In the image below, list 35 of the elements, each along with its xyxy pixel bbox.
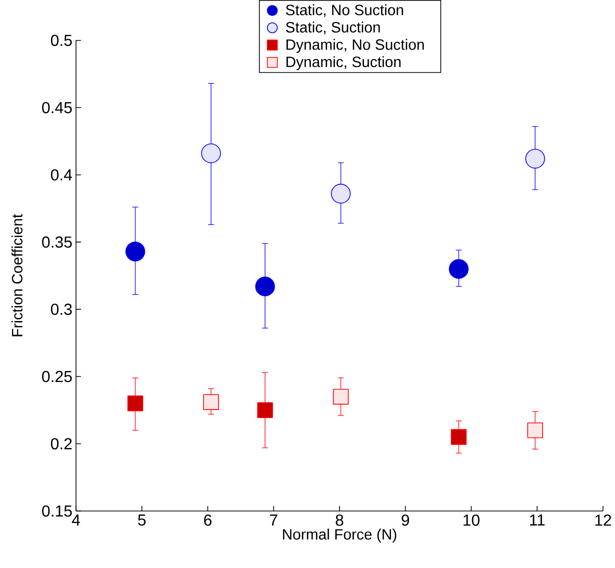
point — [201, 143, 221, 164]
y-tick-label: 0.3 — [50, 304, 72, 315]
point — [450, 429, 467, 445]
x-tick-label: 10 — [464, 514, 480, 526]
y-tick-label: 0.15 — [42, 505, 72, 517]
legend-label: Dynamic, No Suction — [286, 38, 424, 53]
x-tick-label: 6 — [204, 514, 212, 526]
y-tick-label: 0.45 — [42, 102, 72, 114]
x-tick-label: 9 — [402, 514, 410, 526]
point — [332, 388, 349, 405]
point — [527, 422, 544, 438]
point — [127, 396, 144, 412]
y-tick-label: 0.2 — [50, 438, 72, 450]
y-tick-label: 0.5 — [50, 34, 72, 46]
x-tick-label: 8 — [336, 514, 344, 526]
x-tick-label: 5 — [138, 514, 146, 526]
y-tick-label: 0.25 — [42, 370, 72, 382]
legend-label: Static, Suction — [286, 22, 380, 34]
legend-label: Static, No Suction — [286, 4, 404, 18]
point — [257, 402, 273, 418]
x-tick-label: 11 — [530, 514, 545, 526]
x-tick-label: 7 — [270, 514, 278, 526]
point — [125, 242, 146, 262]
point — [525, 148, 546, 169]
point — [330, 184, 351, 204]
point — [203, 394, 219, 410]
x-tick-label: 12 — [595, 514, 612, 526]
y-axis-title: Friction Coefficient — [12, 214, 22, 336]
legend-label: Dynamic, Suction — [286, 56, 401, 70]
point — [255, 276, 275, 296]
x-axis-title: Normal Force (N) — [283, 528, 396, 543]
x-tick-label: 4 — [72, 514, 80, 526]
y-tick-label: 0.4 — [50, 169, 72, 180]
y-tick-label: 0.35 — [42, 236, 72, 248]
point — [448, 259, 469, 279]
